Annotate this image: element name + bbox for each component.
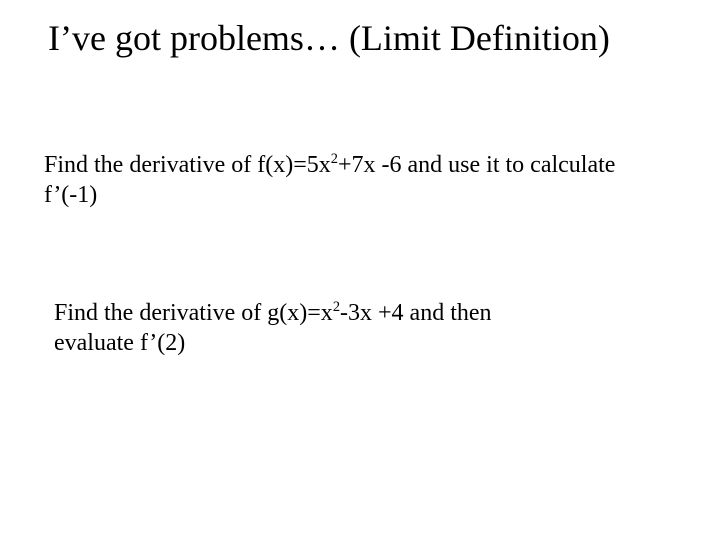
problem-2-text: Find the derivative of g(x)=x2-3x +4 and… bbox=[54, 298, 520, 358]
slide: I’ve got problems… (Limit Definition) Fi… bbox=[0, 0, 720, 540]
slide-title: I’ve got problems… (Limit Definition) bbox=[48, 18, 690, 59]
problem-1-text: Find the derivative of f(x)=5x2+7x -6 an… bbox=[44, 150, 660, 210]
